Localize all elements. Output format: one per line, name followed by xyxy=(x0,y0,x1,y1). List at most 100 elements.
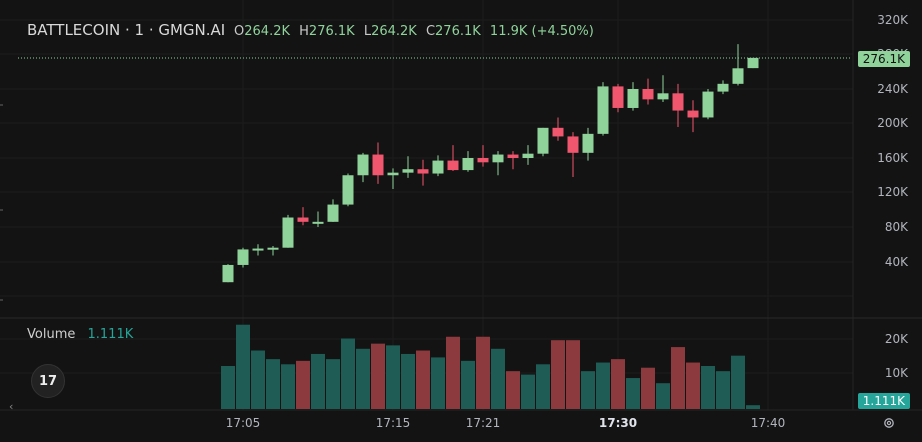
time-tick: 17:40 xyxy=(750,416,786,430)
candle-down[interactable] xyxy=(417,169,429,174)
volume-bar[interactable] xyxy=(446,336,460,409)
candle-down[interactable] xyxy=(297,217,309,222)
candle-up[interactable] xyxy=(312,221,324,224)
volume-bar[interactable] xyxy=(626,378,640,409)
volume-tick: 10K xyxy=(884,366,908,380)
volume-bar[interactable] xyxy=(371,343,385,409)
candle-up[interactable] xyxy=(717,83,729,92)
candle-up[interactable] xyxy=(222,264,234,283)
open-label: O xyxy=(234,24,245,39)
volume-bar[interactable] xyxy=(401,353,415,409)
volume-bar[interactable] xyxy=(341,338,355,409)
volume-bar[interactable] xyxy=(611,359,625,409)
volume-legend: Volume 1.111K xyxy=(27,327,133,342)
tradingview-logo-icon[interactable]: 17 xyxy=(31,364,65,398)
volume-bar[interactable] xyxy=(266,359,280,409)
candle-up[interactable] xyxy=(282,217,294,248)
candle-down[interactable] xyxy=(672,93,684,111)
volume-bar[interactable] xyxy=(566,340,580,409)
volume-bar[interactable] xyxy=(596,362,610,409)
candle-down[interactable] xyxy=(447,160,459,171)
volume-value: 1.111K xyxy=(87,327,134,342)
volume-label: Volume xyxy=(27,327,76,342)
price-tick: 320K xyxy=(877,13,908,27)
gear-icon[interactable] xyxy=(882,416,896,430)
volume-bar[interactable] xyxy=(296,360,310,409)
candle-up[interactable] xyxy=(432,160,444,174)
volume-bar[interactable] xyxy=(686,362,700,409)
volume-bar[interactable] xyxy=(221,366,235,409)
high-label: H xyxy=(299,24,309,39)
symbol-title: BATTLECOIN · 1 · GMGN.AI xyxy=(27,21,226,39)
volume-bar[interactable] xyxy=(311,353,325,409)
price-tick: 200K xyxy=(877,116,908,130)
high-value: 276.1K xyxy=(308,24,355,39)
time-tick: 17:15 xyxy=(375,416,411,430)
candle-up[interactable] xyxy=(402,169,414,173)
candle-down[interactable] xyxy=(612,86,624,108)
open-value: 264.2K xyxy=(244,24,290,39)
volume-bar[interactable] xyxy=(671,347,685,409)
candle-up[interactable] xyxy=(237,249,249,265)
candle-up[interactable] xyxy=(537,127,549,154)
low-value: 264.2K xyxy=(371,24,417,39)
volume-bar[interactable] xyxy=(386,345,400,409)
price-tick: 160K xyxy=(877,151,908,165)
volume-bar[interactable] xyxy=(356,348,370,409)
price-tick: 80K xyxy=(884,220,908,234)
volume-bar[interactable] xyxy=(236,324,250,409)
candle-up[interactable] xyxy=(342,175,354,205)
volume-bar[interactable] xyxy=(746,405,760,409)
last-volume-tag: 1.111K xyxy=(857,393,910,409)
candle-up[interactable] xyxy=(597,86,609,134)
volume-bar[interactable] xyxy=(551,340,565,409)
volume-bar[interactable] xyxy=(731,355,745,409)
volume-bar[interactable] xyxy=(581,371,595,409)
volume-bar[interactable] xyxy=(431,357,445,409)
volume-bar[interactable] xyxy=(536,364,550,409)
volume-bar[interactable] xyxy=(491,348,505,409)
candle-up[interactable] xyxy=(702,91,714,118)
candle-up[interactable] xyxy=(387,172,399,176)
candle-up[interactable] xyxy=(747,57,759,69)
candle-down[interactable] xyxy=(477,158,489,163)
candle-down[interactable] xyxy=(687,110,699,118)
volume-bar[interactable] xyxy=(416,350,430,409)
candle-up[interactable] xyxy=(252,248,264,251)
candle-down[interactable] xyxy=(552,127,564,137)
volume-bar[interactable] xyxy=(506,371,520,409)
volume-bar[interactable] xyxy=(701,366,715,409)
candle-up[interactable] xyxy=(492,154,504,163)
candle-up[interactable] xyxy=(657,93,669,100)
change-value: 11.9K (+4.50%) xyxy=(489,24,594,39)
chevron-left-icon[interactable]: ‹ xyxy=(9,400,14,413)
volume-bar[interactable] xyxy=(326,359,340,409)
candle-up[interactable] xyxy=(522,153,534,158)
candle-up[interactable] xyxy=(627,89,639,108)
volume-bar[interactable] xyxy=(521,374,535,409)
candle-down[interactable] xyxy=(642,89,654,100)
candle-up[interactable] xyxy=(732,68,744,84)
candle-up[interactable] xyxy=(357,154,369,176)
volume-bar[interactable] xyxy=(656,383,670,409)
candle-up[interactable] xyxy=(582,133,594,153)
candle-down[interactable] xyxy=(372,154,384,176)
volume-bar[interactable] xyxy=(461,360,475,409)
left-scale-marks xyxy=(0,104,3,301)
candle-up[interactable] xyxy=(327,204,339,222)
time-tick: 17:05 xyxy=(225,416,261,430)
volume-bar[interactable] xyxy=(641,367,655,409)
price-tick: 40K xyxy=(884,255,908,269)
volume-bar[interactable] xyxy=(476,336,490,409)
volume-tick: 20K xyxy=(884,332,908,346)
candle-down[interactable] xyxy=(507,154,519,158)
candle-up[interactable] xyxy=(267,247,279,250)
gear-icon-glyph xyxy=(884,418,894,428)
candle-down[interactable] xyxy=(567,136,579,153)
candle-up[interactable] xyxy=(462,158,474,171)
volume-bar[interactable] xyxy=(251,350,265,409)
volume-bar[interactable] xyxy=(716,371,730,409)
time-tick: 17:21 xyxy=(465,416,501,430)
volume-bar[interactable] xyxy=(281,364,295,409)
